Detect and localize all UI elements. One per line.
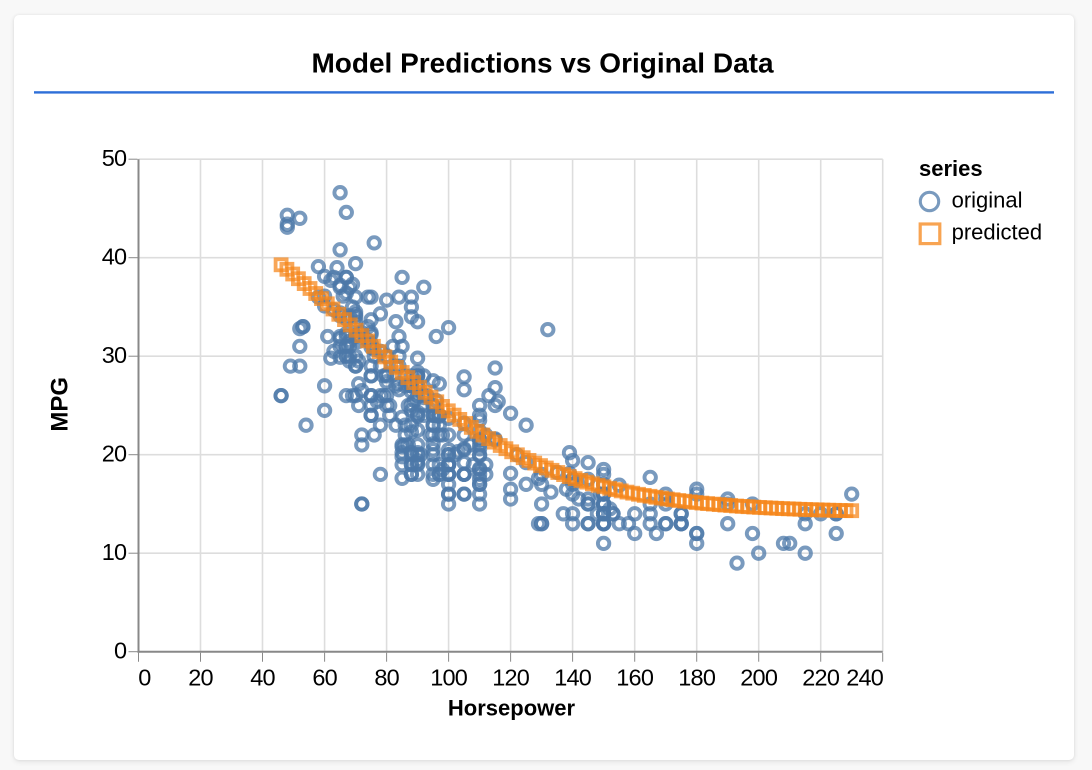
- svg-text:50: 50: [102, 145, 127, 171]
- svg-text:40: 40: [250, 665, 275, 691]
- svg-text:original: original: [952, 188, 1023, 213]
- svg-text:220: 220: [802, 665, 840, 691]
- svg-text:120: 120: [492, 665, 530, 691]
- svg-text:30: 30: [102, 342, 127, 368]
- svg-text:160: 160: [616, 665, 654, 691]
- svg-text:20: 20: [188, 665, 213, 691]
- svg-text:series: series: [919, 156, 983, 181]
- svg-text:100: 100: [430, 665, 468, 691]
- svg-text:40: 40: [102, 244, 127, 270]
- svg-text:0: 0: [114, 638, 127, 664]
- svg-text:Horsepower: Horsepower: [448, 696, 576, 721]
- svg-text:predicted: predicted: [952, 220, 1043, 245]
- svg-text:140: 140: [554, 665, 592, 691]
- svg-text:200: 200: [740, 665, 778, 691]
- svg-text:0: 0: [138, 665, 151, 691]
- svg-text:80: 80: [374, 665, 399, 691]
- svg-text:20: 20: [102, 441, 127, 467]
- svg-text:MPG: MPG: [47, 377, 74, 432]
- svg-text:60: 60: [312, 665, 337, 691]
- svg-text:180: 180: [678, 665, 716, 691]
- svg-text:10: 10: [102, 539, 127, 565]
- svg-text:Model Predictions vs Original: Model Predictions vs Original Data: [311, 48, 774, 79]
- svg-text:240: 240: [846, 665, 884, 691]
